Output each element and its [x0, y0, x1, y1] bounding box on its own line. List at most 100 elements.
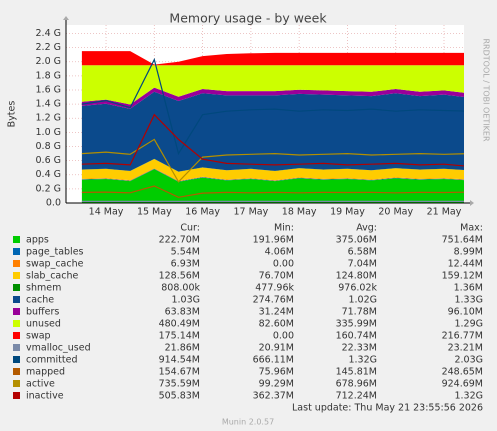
legend-stat: 924.69M [442, 379, 483, 390]
legend-swatch [13, 308, 20, 315]
legend-swatch [13, 344, 20, 351]
x-tick-label: 20 May [378, 207, 413, 218]
legend-stat: 6.58M [348, 247, 377, 258]
y-tick-label: 0.0 [46, 198, 61, 209]
legend-stat: 914.54M [159, 355, 200, 366]
legend-stat: 8.99M [454, 247, 483, 258]
legend-stat: 976.02k [338, 283, 377, 294]
line [81, 138, 464, 183]
y-tick-label: 2.2 G [36, 42, 62, 53]
last-update: Last update: Thu May 21 23:55:56 2026 [292, 403, 483, 414]
legend-swatch [13, 332, 20, 339]
legend-stat: 6.93M [171, 259, 200, 270]
x-tick-label: 15 May [137, 207, 172, 218]
legend-stat: 63.83M [165, 307, 200, 318]
legend-stat: 96.10M [448, 307, 483, 318]
legend-header: Max: [460, 223, 483, 234]
legend-label: unused [26, 319, 61, 330]
y-tick-label: 1.2 G [36, 113, 62, 124]
legend-stat: 5.54M [171, 247, 200, 258]
legend-stat: 666.11M [253, 355, 294, 366]
legend-stat: 480.49M [159, 319, 200, 330]
legend-stat: 23.21M [448, 343, 483, 354]
legend-label: cache [26, 295, 54, 306]
legend-stat: 75.96M [259, 367, 294, 378]
legend-stat: 1.32G [454, 391, 483, 402]
legend-stat: 216.77M [442, 331, 483, 342]
legend-label: inactive [26, 391, 64, 402]
legend-stat: 159.12M [442, 271, 483, 282]
legend-stat: 2.03G [454, 355, 483, 366]
legend-stat: 678.96M [336, 379, 377, 390]
legend-stat: 4.06M [265, 247, 294, 258]
area [81, 65, 464, 105]
y-tick-label: 1.4 G [36, 99, 62, 110]
legend-stat: 124.80M [336, 271, 377, 282]
legend-swatch [13, 272, 20, 279]
legend-stat: 160.74M [336, 331, 377, 342]
legend-stat: 808.00k [161, 283, 200, 294]
legend-stat: 335.99M [336, 319, 377, 330]
legend-stat: 154.67M [159, 367, 200, 378]
legend-swatch [13, 380, 20, 387]
legend-stat: 0.00 [273, 331, 294, 342]
legend-stat: 99.29M [259, 379, 294, 390]
legend-swatch [13, 320, 20, 327]
y-tick-label: 2.0 G [36, 56, 62, 67]
area [81, 51, 464, 66]
legend-swatch [13, 356, 20, 363]
area [81, 169, 464, 203]
legend-label: buffers [26, 307, 59, 318]
version: Munin 2.0.57 [222, 418, 274, 427]
line [81, 57, 464, 156]
x-tick-label: 16 May [185, 207, 220, 218]
legend-swatch [13, 260, 20, 267]
legend-label: slab_cache [26, 271, 78, 282]
y-tick-label: 0.2 G [36, 183, 62, 194]
legend-stat: 1.02G [348, 295, 377, 306]
legend-stat: 12.44M [448, 259, 483, 270]
legend-header: Min: [274, 223, 294, 234]
legend-label: active [26, 379, 55, 390]
x-arrow [470, 200, 474, 206]
legend-label: page_tables [26, 247, 84, 258]
legend-stat: 375.06M [336, 235, 377, 246]
y-tick-label: 0.8 G [36, 141, 62, 152]
x-tick-label: 17 May [234, 207, 269, 218]
y-tick-label: 0.4 G [36, 169, 62, 180]
areas [81, 51, 464, 203]
legend-stat: 1.03G [171, 295, 200, 306]
legend-stat: 274.76M [253, 295, 294, 306]
legend-stat: 175.14M [159, 331, 200, 342]
legend-stat: 22.33M [342, 343, 377, 354]
side-label: RRDTOOL / TOBI OETIKER [482, 38, 491, 141]
legend-stat: 21.86M [165, 343, 200, 354]
legend-swatch [13, 284, 20, 291]
legend-stat: 222.70M [159, 235, 200, 246]
legend-stat: 191.96M [253, 235, 294, 246]
legend-swatch [13, 392, 20, 399]
y-tick-label: 2.4 G [36, 28, 62, 39]
y-arrow [63, 16, 69, 20]
x-tick-label: 19 May [330, 207, 365, 218]
y-tick-label: 0.6 G [36, 155, 62, 166]
legend-stat: 248.65M [442, 367, 483, 378]
legend-stat: 145.81M [336, 367, 377, 378]
legend-header: Cur: [180, 223, 200, 234]
legend-stat: 71.78M [342, 307, 377, 318]
legend-label: mapped [26, 367, 65, 378]
legend-stat: 1.36M [454, 283, 483, 294]
legend-swatch [13, 236, 20, 243]
legend-stat: 477.96k [255, 283, 294, 294]
legend-stat: 712.24M [336, 391, 377, 402]
y-tick-label: 1.6 G [36, 84, 62, 95]
legend-stat: 128.56M [159, 271, 200, 282]
legend-stat: 362.37M [253, 391, 294, 402]
legend-label: vmalloc_used [26, 343, 91, 354]
legend-stat: 505.83M [159, 391, 200, 402]
area [81, 91, 464, 172]
area [81, 87, 464, 109]
area [81, 159, 464, 181]
legend-stat: 76.70M [259, 271, 294, 282]
